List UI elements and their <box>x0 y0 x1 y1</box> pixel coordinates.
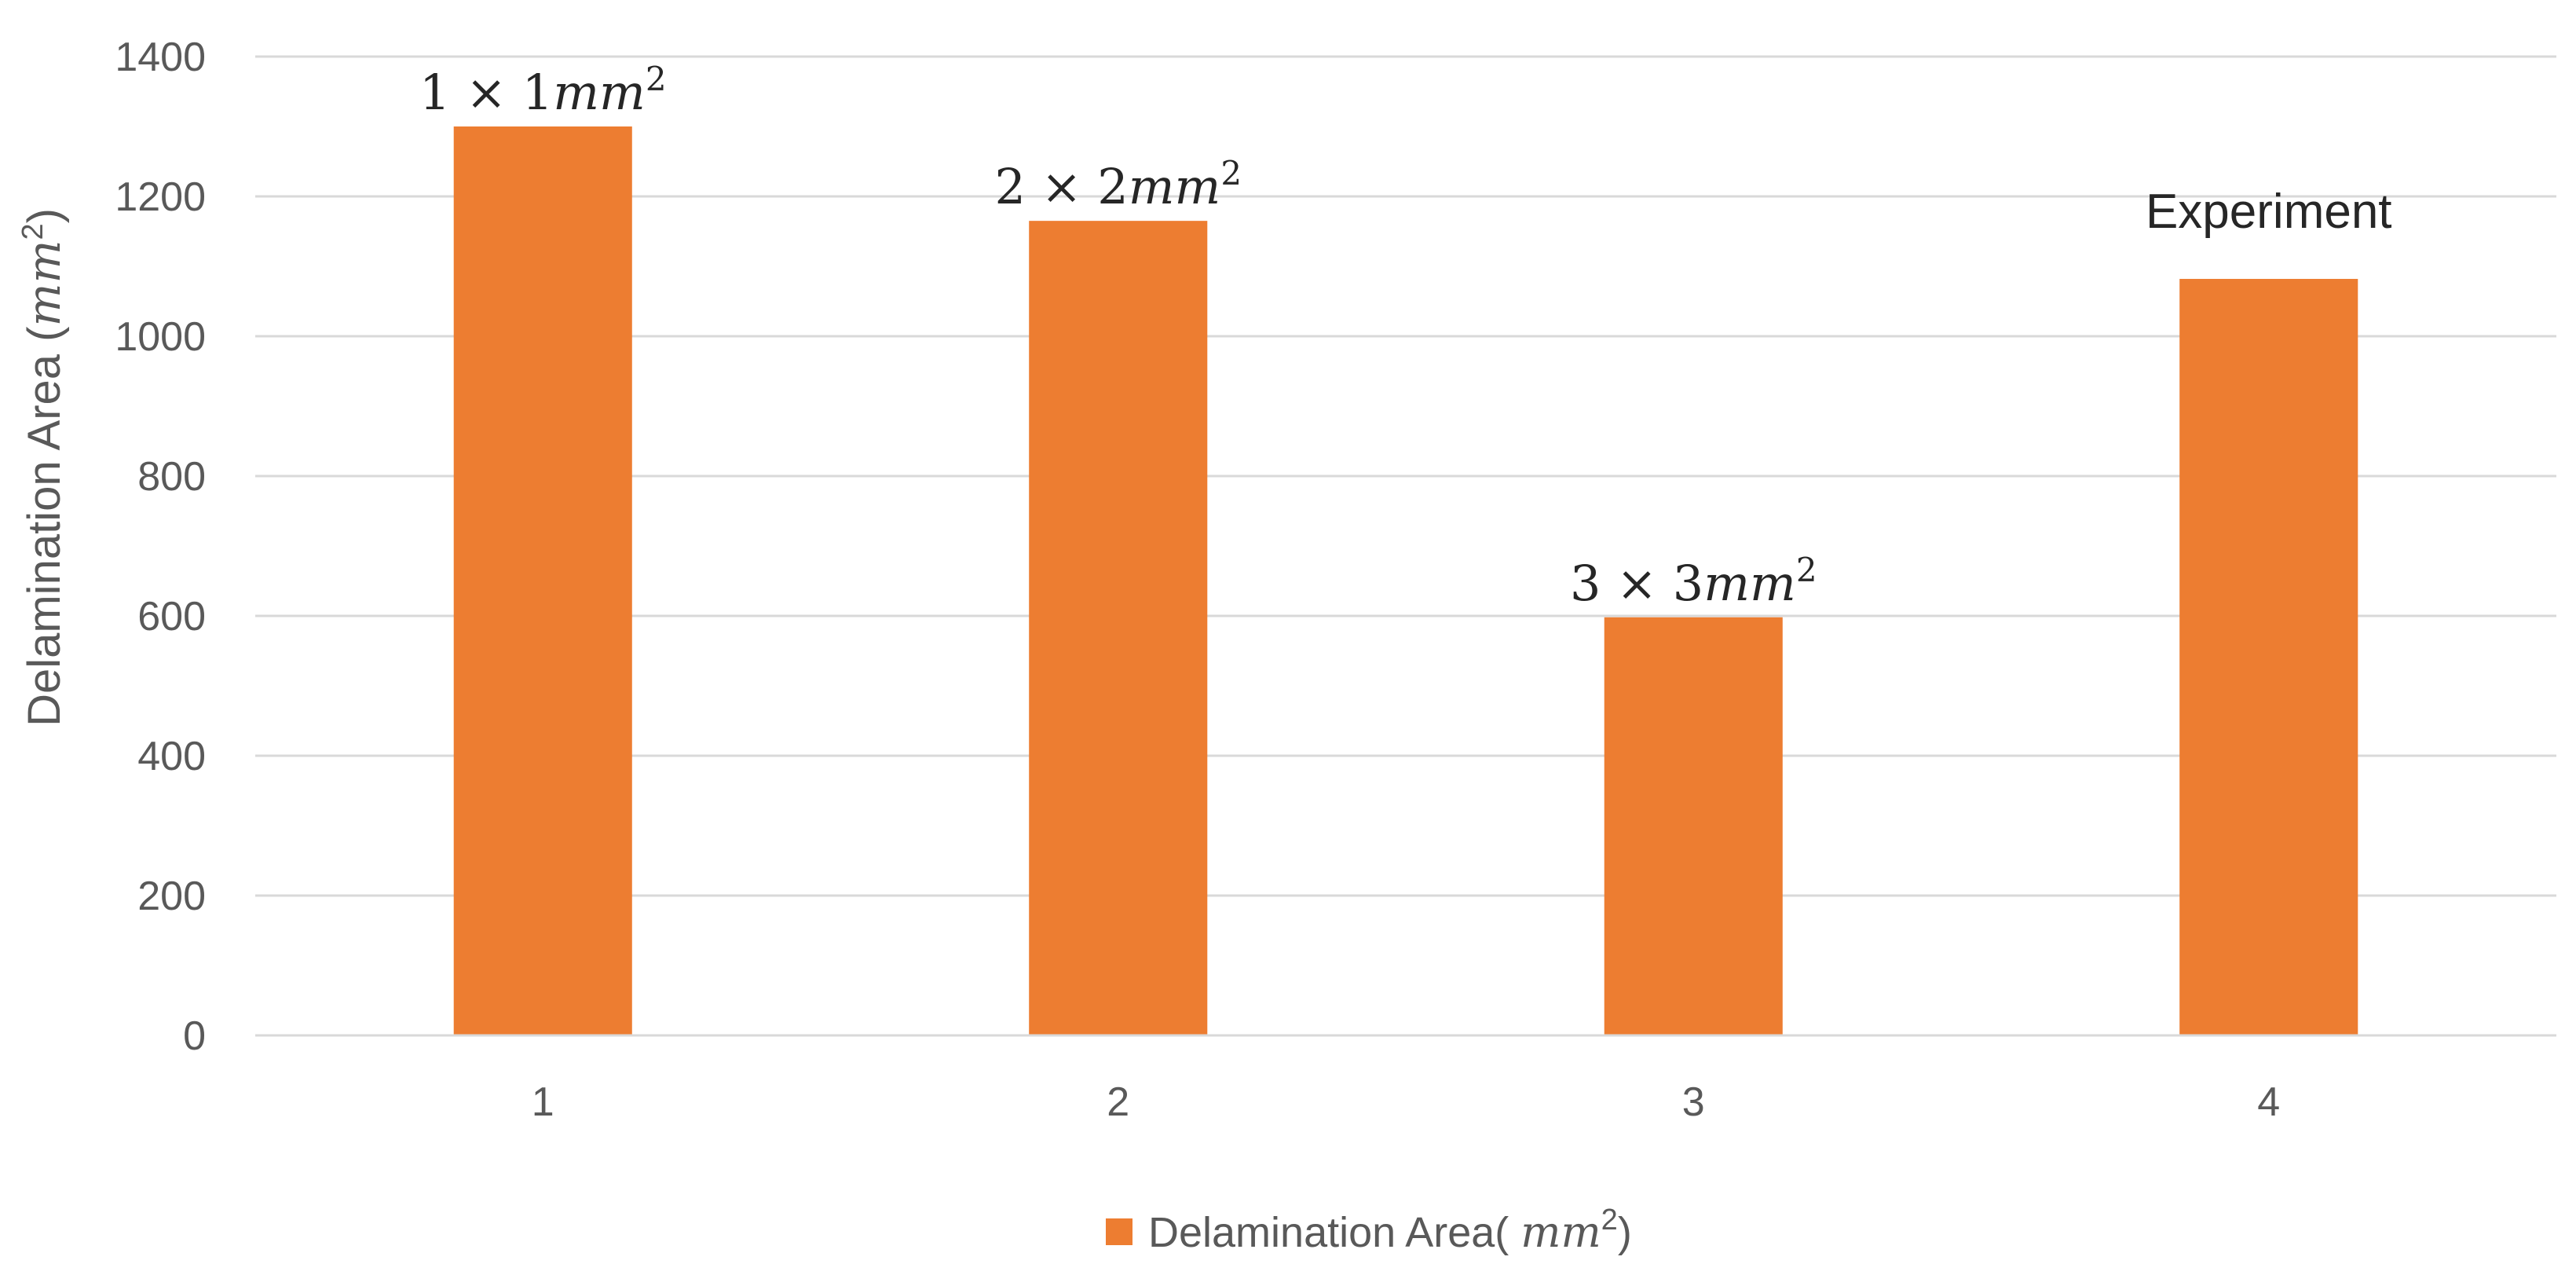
y-axis-label-text: Delamination Area ( <box>19 327 70 727</box>
bar-annotations: 1 × 1mm2 2 × 2mm2 3 × 3mm2 Experiment <box>419 60 2392 612</box>
y-tick-label: 400 <box>137 734 206 779</box>
x-tick-label: 4 <box>2257 1079 2280 1125</box>
bar-annotation: 2 × 2mm2 <box>994 154 1242 215</box>
bar <box>2179 279 2358 1035</box>
legend-swatch <box>1106 1218 1132 1245</box>
x-tick-label: 3 <box>1682 1079 1705 1125</box>
y-axis-label-unit: mm <box>17 240 71 327</box>
y-axis-label-superscript: 2 <box>16 223 49 240</box>
x-tick-label: 1 <box>532 1079 554 1125</box>
y-tick-label: 1400 <box>115 35 206 80</box>
y-axis-label: Delamination Area (mm2) <box>16 208 71 727</box>
bar <box>1029 221 1208 1035</box>
y-tick-label: 1200 <box>115 174 206 220</box>
bar-annotation: Experiment <box>2146 185 2392 239</box>
y-axis-label-close: ) <box>19 208 70 223</box>
bar <box>453 126 632 1035</box>
legend: Delamination Area( mm2) <box>1106 1204 1632 1257</box>
bar-annotation: 1 × 1mm2 <box>419 60 667 121</box>
gridlines <box>255 55 2556 897</box>
bar <box>1604 617 1783 1035</box>
y-tick-label: 0 <box>183 1013 206 1059</box>
x-axis-ticks: 1 2 3 4 <box>532 1079 2280 1125</box>
y-axis-ticks: 0 200 400 600 800 1000 1200 1400 <box>115 35 206 1059</box>
y-tick-label: 600 <box>137 594 206 639</box>
legend-label: Delamination Area( mm2) <box>1148 1204 1632 1257</box>
y-tick-label: 1000 <box>115 314 206 360</box>
x-tick-label: 2 <box>1107 1079 1129 1125</box>
bar-annotation: 3 × 3mm2 <box>1570 551 1817 612</box>
y-tick-label: 800 <box>137 454 206 500</box>
bars <box>453 126 2358 1035</box>
y-tick-label: 200 <box>137 874 206 919</box>
